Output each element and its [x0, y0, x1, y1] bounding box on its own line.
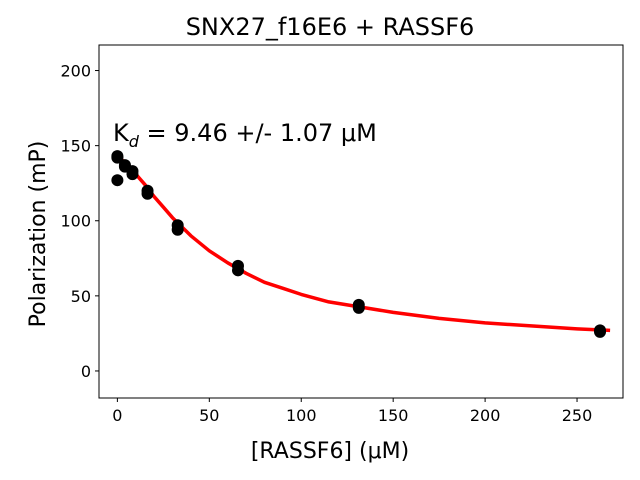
y-tick-label: 200: [60, 62, 91, 81]
data-point: [126, 168, 139, 181]
kd-subscript: d: [129, 132, 140, 151]
chart-title: SNX27_f16E6 + RASSF6: [186, 13, 475, 41]
x-axis-title: [RASSF6] (μM): [251, 439, 409, 464]
data-point: [231, 264, 244, 277]
data-point: [111, 151, 124, 164]
data-point: [111, 174, 124, 187]
y-axis-title: Polarization (mP): [26, 141, 51, 328]
plot-frame: [98, 44, 624, 399]
data-point: [594, 325, 607, 338]
x-tick-label: 150: [378, 406, 409, 425]
y-tick-label: 0: [81, 362, 91, 381]
y-tick-label: 50: [71, 287, 91, 306]
kd-annotation: Kd = 9.46 +/- 1.07 μM: [113, 119, 377, 151]
x-tick-label: 100: [286, 406, 317, 425]
x-tick-label: 50: [199, 406, 219, 425]
x-tick-label: 250: [562, 406, 593, 425]
kd-value: = 9.46 +/- 1.07 μM: [139, 119, 377, 147]
x-tick-label: 0: [112, 406, 122, 425]
x-tick-label: 200: [470, 406, 501, 425]
y-tick-label: 150: [60, 137, 91, 156]
kd-prefix: K: [113, 119, 130, 147]
y-tick-label: 100: [60, 212, 91, 231]
points-layer: [111, 150, 607, 338]
data-point: [352, 301, 365, 314]
data-point: [141, 187, 154, 200]
data-point: [171, 223, 184, 236]
axes: 0 50 100 150 200 250 0 50 100 150 200: [60, 44, 624, 425]
